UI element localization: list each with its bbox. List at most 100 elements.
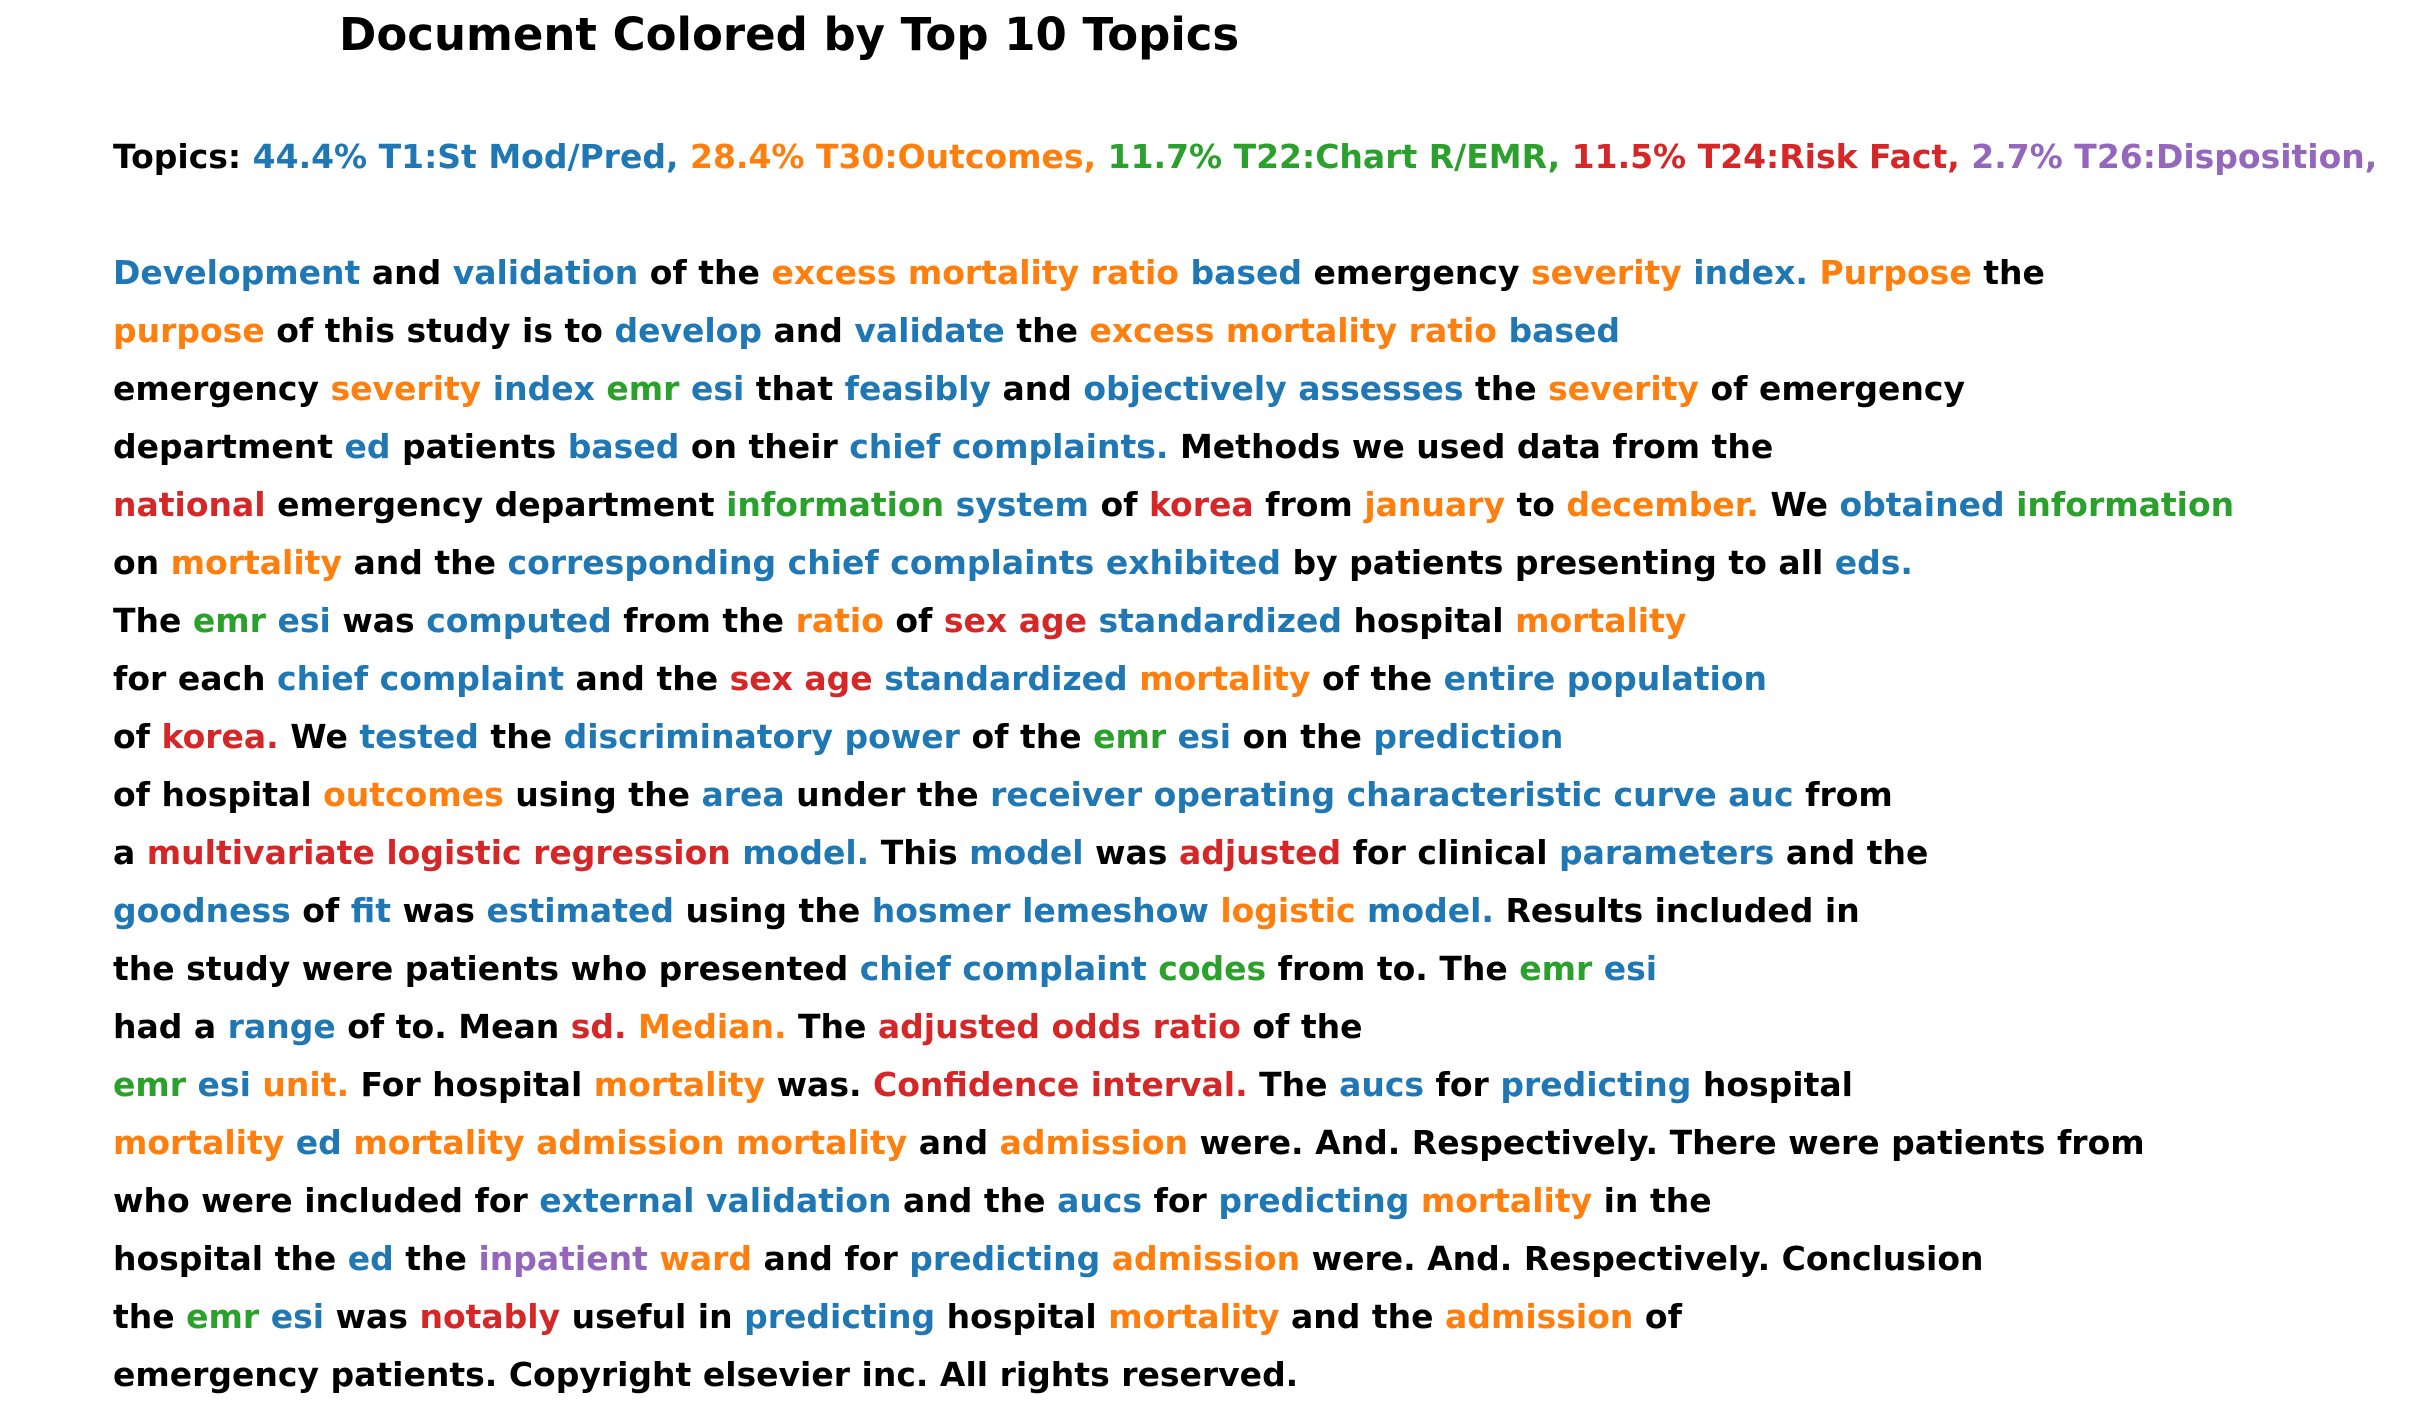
topic-word-t1: assesses <box>1298 369 1464 408</box>
plain-word: on <box>1242 717 1289 756</box>
text-line: for each chief complaint and the sex age… <box>113 650 2234 708</box>
topic-word-t1: complaints <box>890 543 1095 582</box>
topic-word-t1: complaint <box>379 659 565 698</box>
plain-word: was <box>402 891 475 930</box>
topic-word-t22: emr <box>113 1065 187 1104</box>
plain-word: useful <box>571 1297 687 1336</box>
topic-word-t1: estimated <box>486 891 674 930</box>
topic-word-t30: severity <box>1531 253 1682 292</box>
plain-word: and <box>575 659 645 698</box>
plain-word: Methods <box>1179 427 1341 466</box>
plain-word: in <box>1824 891 1860 930</box>
topic-word-t24: korea. <box>161 717 279 756</box>
plain-word: for <box>474 1181 528 1220</box>
topic-word-t30: mortality <box>170 543 342 582</box>
plain-word: emergency <box>1313 253 1520 292</box>
plain-word: the <box>1475 369 1537 408</box>
plain-word: were. <box>1311 1239 1416 1278</box>
topic-word-t1: prediction <box>1373 717 1564 756</box>
plain-word: We <box>290 717 348 756</box>
plain-word: and <box>1002 369 1072 408</box>
topic-word-t22: codes <box>1158 949 1267 988</box>
text-line: mortality ed mortality admission mortali… <box>113 1114 2234 1172</box>
plain-word: hospital <box>113 1239 264 1278</box>
topic-word-t30: outcomes <box>323 775 504 814</box>
topic-word-t30: ratio <box>1090 253 1179 292</box>
plain-word: elsevier <box>702 1355 851 1394</box>
text-line: of hospital outcomes using the area unde… <box>113 766 2234 824</box>
plain-word: the <box>798 891 861 930</box>
topic-legend: Topics: 44.4% T1:St Mod/Pred, 28.4% T30:… <box>113 135 2377 179</box>
text-line: the emr esi was notably useful in predic… <box>113 1288 2234 1346</box>
topic-word-t30: mortality <box>1108 1297 1280 1336</box>
plain-word: that <box>755 369 834 408</box>
plain-word: on <box>113 543 160 582</box>
plain-word: This <box>880 833 958 872</box>
topic-word-t30: ward <box>659 1239 753 1278</box>
topic-word-t24: age <box>804 659 873 698</box>
text-line: The emr esi was computed from the ratio … <box>113 592 2234 650</box>
text-line: who were included for external validatio… <box>113 1172 2234 1230</box>
plain-word: were. <box>1199 1123 1304 1162</box>
topic-word-t1: characteristic <box>1346 775 1603 814</box>
topic-word-t26: inpatient <box>478 1239 648 1278</box>
topic-word-t1: entire <box>1443 659 1556 698</box>
plain-word: to <box>564 311 603 350</box>
topic-word-t1: complaints. <box>951 427 1169 466</box>
topic-legend-item: 44.4% T1:St Mod/Pred, <box>252 137 679 176</box>
topic-word-t30: mortality <box>1225 311 1398 350</box>
plain-word: patients. <box>330 1355 498 1394</box>
topic-legend-item: 11.5% T24:Risk Fact, <box>1571 137 1960 176</box>
text-line: emr esi unit. For hospital mortality was… <box>113 1056 2234 1114</box>
plain-word: the <box>1649 1181 1712 1220</box>
text-line: purpose of this study is to develop and … <box>113 302 2234 360</box>
plain-word: inc. <box>861 1355 929 1394</box>
topic-word-t1: validation <box>705 1181 892 1220</box>
plain-word: hospital <box>946 1297 1097 1336</box>
topic-word-t1: hosmer <box>871 891 1011 930</box>
topic-word-t1: exhibited <box>1105 543 1281 582</box>
topic-word-t30: december. <box>1566 485 1759 524</box>
topic-word-t24: adjusted <box>1178 833 1342 872</box>
plain-word: patients <box>404 949 560 988</box>
plain-word: presenting <box>1514 543 1717 582</box>
plain-word: hospital <box>161 775 312 814</box>
topic-word-t1: range <box>227 1007 336 1046</box>
plain-word: presented <box>658 949 849 988</box>
topic-word-t30: mortality <box>1139 659 1311 698</box>
plain-word: to. <box>395 1007 447 1046</box>
topic-word-t30: admission <box>1111 1239 1301 1278</box>
topic-word-t24: logistic <box>386 833 522 872</box>
text-line: on mortality and the corresponding chief… <box>113 534 2234 592</box>
plain-word: on <box>690 427 737 466</box>
topic-word-t30: mortality <box>593 1065 766 1104</box>
plain-word: for <box>1153 1181 1207 1220</box>
topic-word-t1: parameters <box>1559 833 1775 872</box>
topic-legend-item: 2.7% T26:Disposition, <box>1971 137 2378 176</box>
plain-word: And. <box>1427 1239 1513 1278</box>
plain-word: the <box>1711 427 1774 466</box>
plain-word: the <box>916 775 979 814</box>
plain-word: to <box>1728 543 1767 582</box>
topic-word-t30: unit. <box>262 1065 349 1104</box>
text-line: hospital the ed the inpatient ward and f… <box>113 1230 2234 1288</box>
topic-word-t1: system <box>955 485 1089 524</box>
plain-word: Respectively. <box>1523 1239 1771 1278</box>
plain-word: The <box>1439 949 1508 988</box>
plain-word: and <box>918 1123 989 1162</box>
topic-word-t1: standardized <box>884 659 1128 698</box>
plain-word: from <box>1805 775 1893 814</box>
plain-word: each <box>177 659 266 698</box>
topics-prefix: Topics: <box>113 137 242 176</box>
plain-word: and <box>1785 833 1856 872</box>
topic-word-t1: operating <box>1153 775 1336 814</box>
topic-word-t1: index <box>492 369 595 408</box>
plain-word: the <box>1300 717 1362 756</box>
plain-word: and <box>353 543 423 582</box>
text-line: a multivariate logistic regression model… <box>113 824 2234 882</box>
plain-word: included <box>304 1181 463 1220</box>
plain-word: and <box>773 311 843 350</box>
plain-word: included <box>1654 891 1814 930</box>
plain-word: in <box>697 1297 733 1336</box>
topic-word-t1: ed <box>344 427 391 466</box>
